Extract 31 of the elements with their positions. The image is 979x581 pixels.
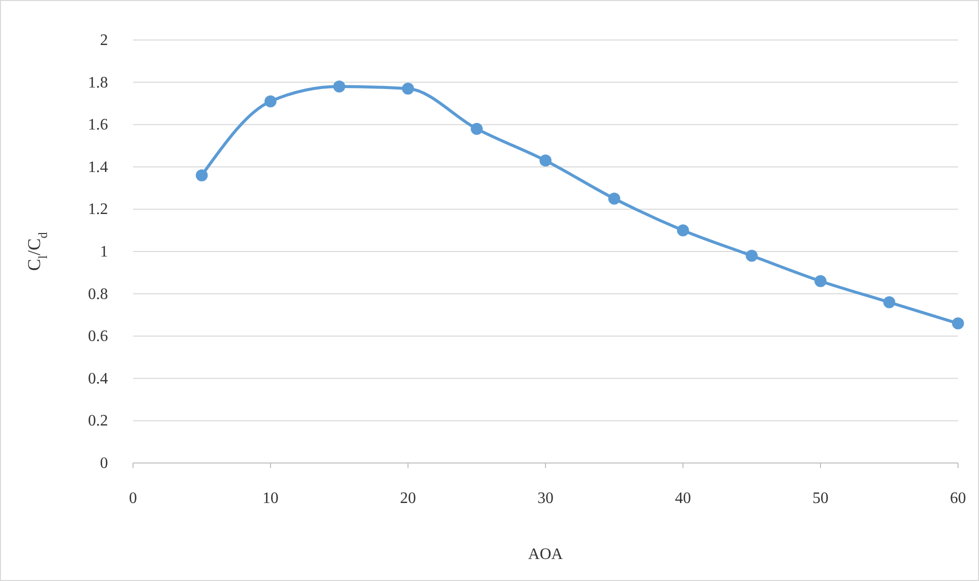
y-tick-label: 1.6: [88, 116, 108, 134]
y-tick-label: 0.2: [88, 412, 108, 430]
x-tick-label: 20: [400, 490, 416, 507]
x-tick-label: 10: [262, 490, 278, 507]
y-tick-label: 2: [100, 32, 108, 49]
point: [883, 296, 896, 308]
x-tick-label: 40: [675, 490, 691, 507]
point: [952, 317, 964, 330]
point: [402, 82, 414, 95]
point: [677, 224, 689, 236]
y-tick-label: 0.8: [88, 286, 108, 303]
y-tick-label: 1.4: [88, 158, 108, 176]
x-tick-label: 0: [129, 490, 137, 507]
x-tick-label: 50: [812, 490, 828, 507]
point: [470, 122, 483, 135]
point: [608, 192, 620, 205]
point: [814, 275, 826, 288]
y-tick-label: 1.8: [88, 74, 108, 92]
x-tick-label: 60: [950, 490, 966, 507]
y-tick-label: 0.4: [88, 370, 108, 388]
point: [540, 154, 552, 167]
point: [333, 80, 346, 93]
y-tick-label: 0.6: [88, 328, 108, 346]
x-tick-label: 30: [538, 490, 554, 507]
x-axis-title: AOA: [528, 546, 564, 563]
y-tick-label: 1: [100, 244, 108, 260]
point: [264, 95, 276, 108]
y-tick-label: 0: [100, 455, 108, 472]
point: [196, 169, 208, 182]
y-tick-label: 1.2: [88, 201, 108, 218]
point: [746, 250, 758, 262]
